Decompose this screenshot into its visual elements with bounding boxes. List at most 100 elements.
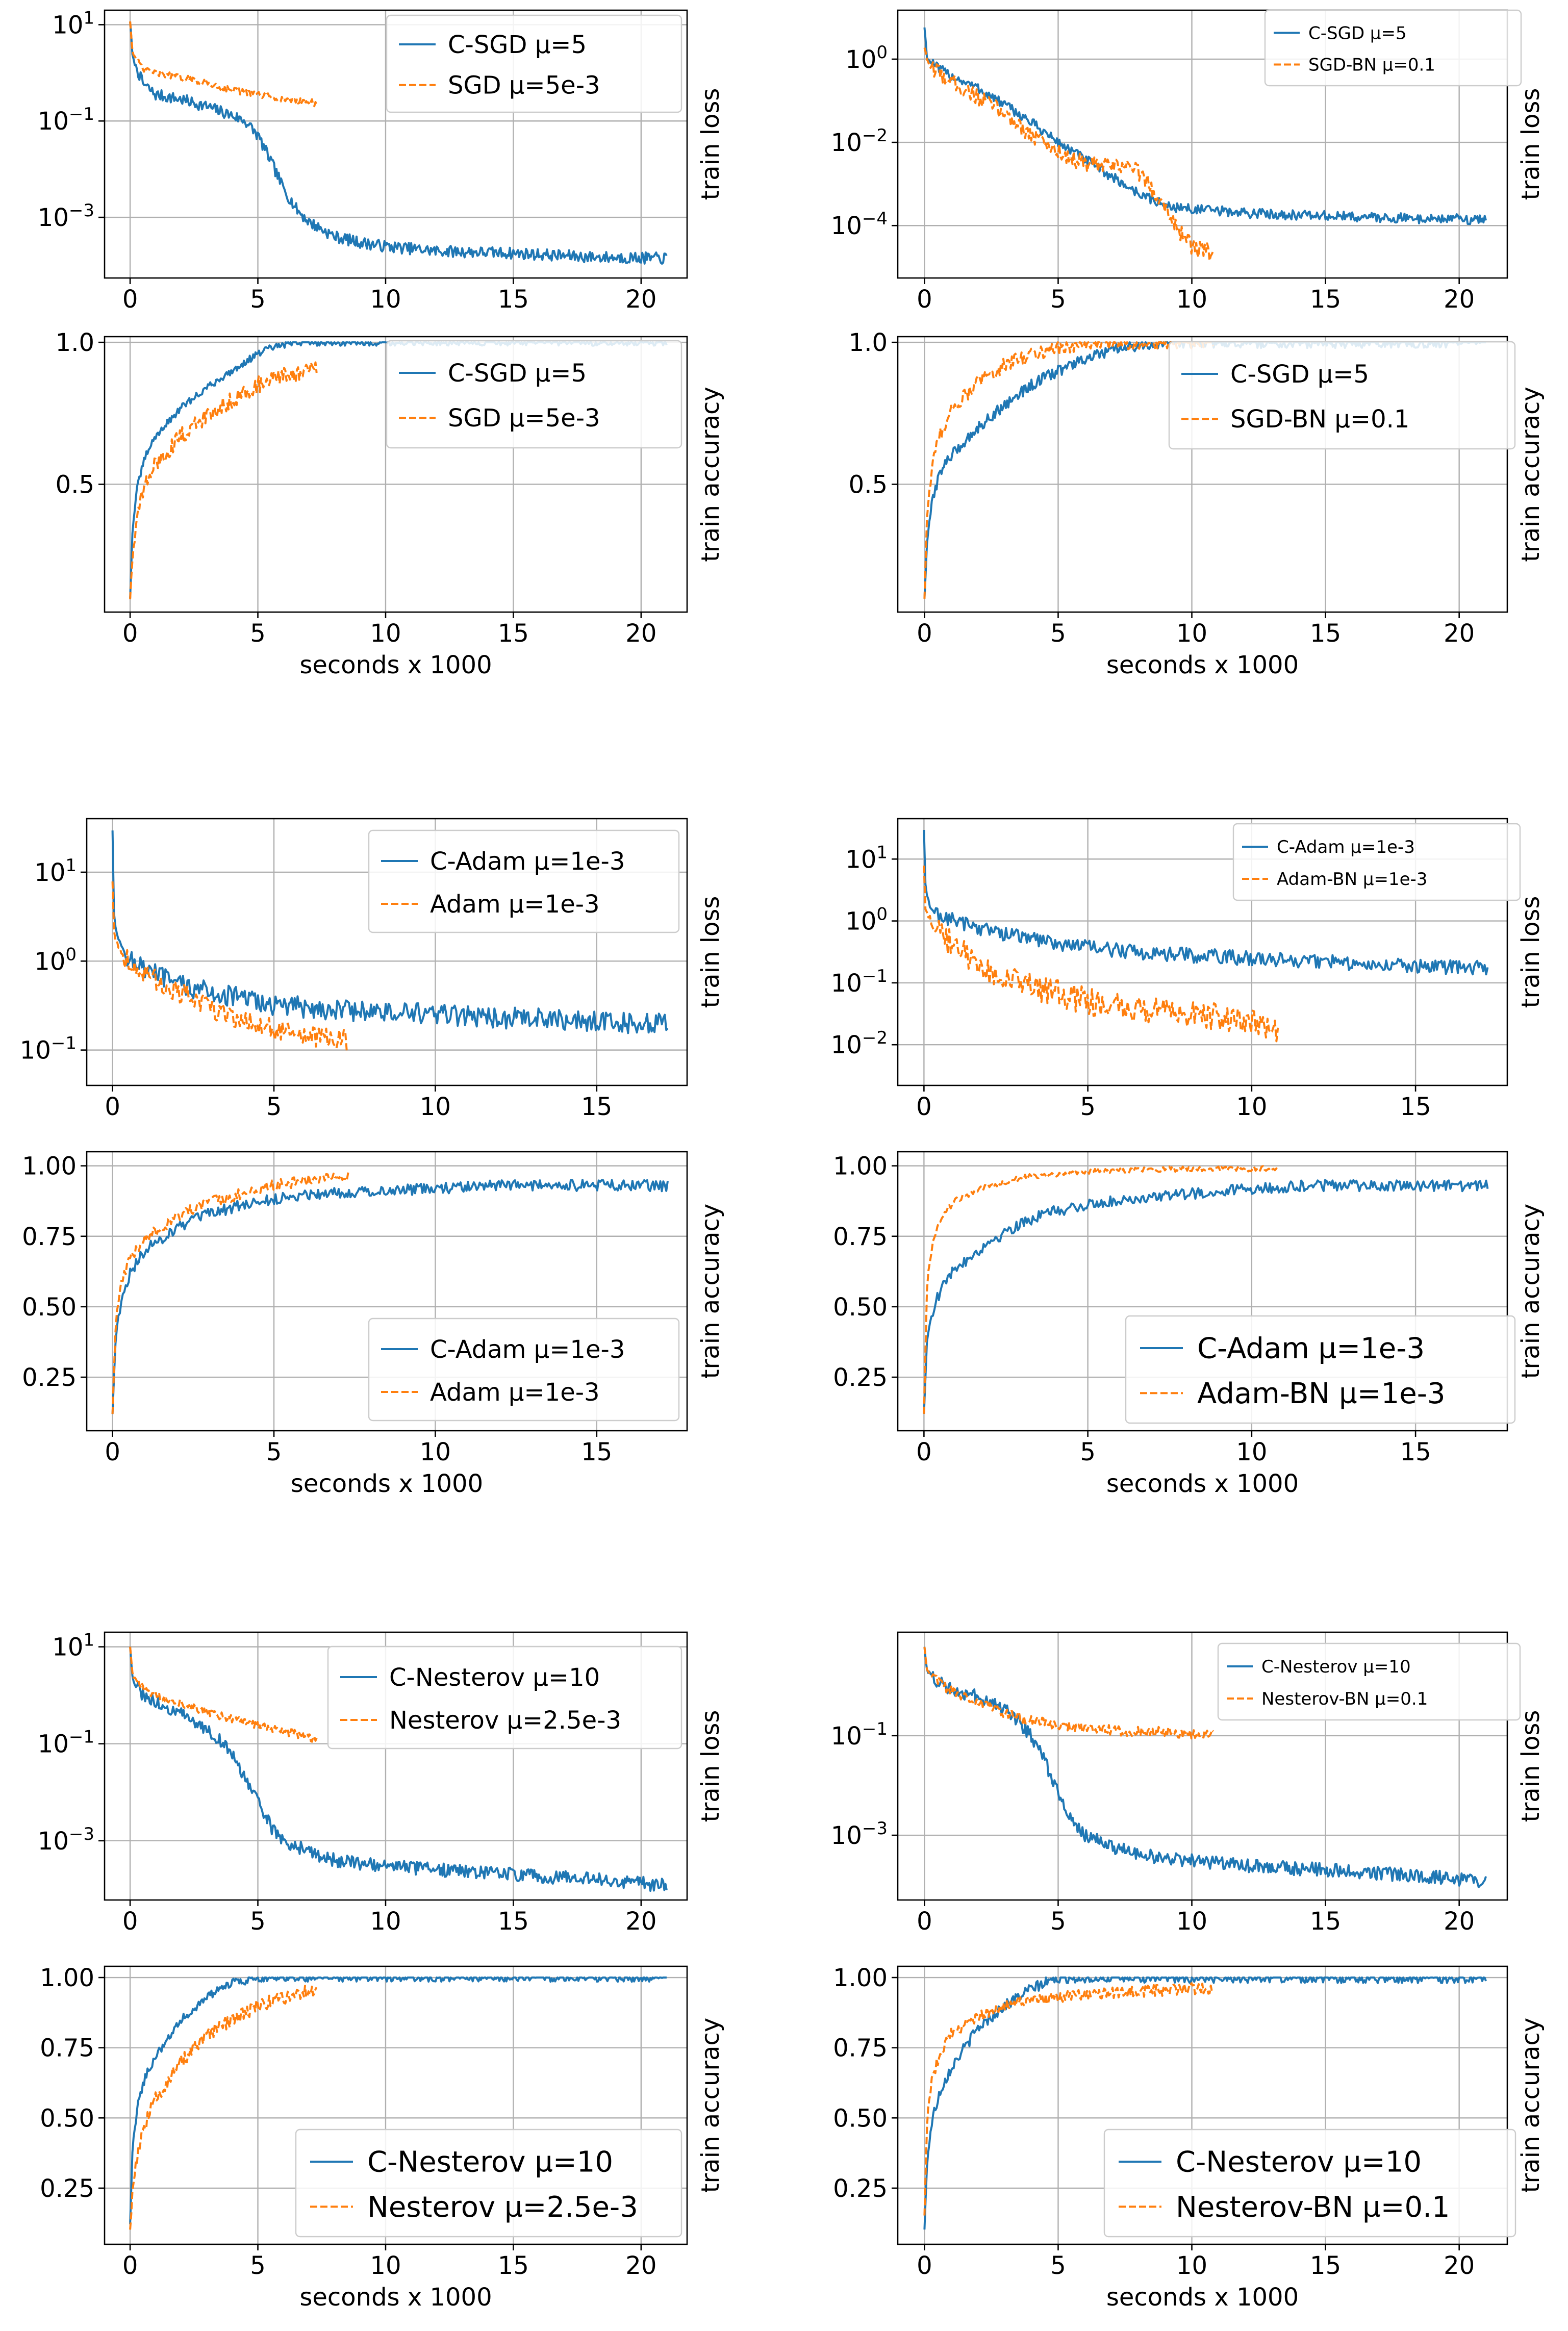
x-tick-label: 10 bbox=[1176, 2251, 1207, 2280]
x-tick-label: 0 bbox=[916, 1093, 932, 1121]
x-tick-label: 15 bbox=[498, 1907, 529, 1936]
sgd-loss-series-a-line bbox=[129, 21, 668, 265]
x-tick-label: 10 bbox=[420, 1438, 451, 1466]
adambn-loss-series-a-line bbox=[923, 829, 1489, 976]
y-tick-label: 1.00 bbox=[40, 1964, 94, 1992]
legend-frame bbox=[327, 1645, 682, 1750]
x-axis-label: seconds x 1000 bbox=[1106, 1469, 1299, 1498]
nesterov-acc-series-b-line bbox=[129, 1985, 318, 2230]
adambn-acc-chart: 0 5 10 15 0.25 0.50 0.75 1.00 train accuracy seco… bbox=[833, 1151, 1545, 1498]
x-tick-label: 20 bbox=[1444, 2251, 1475, 2280]
sgdbn-acc-legend: C-SGD µ=5 SGD-BN µ=0.1 bbox=[1168, 341, 1516, 450]
x-tick-label: 5 bbox=[1050, 285, 1066, 314]
x-axis-label: seconds x 1000 bbox=[1106, 2283, 1299, 2312]
legend-label: C-SGD µ=5 bbox=[1308, 23, 1407, 43]
sgd-acc-chart: 0 5 10 15 20 0.5 1.0 train accuracy seconds x 10… bbox=[56, 328, 725, 679]
x-tick-label: 15 bbox=[1310, 285, 1341, 314]
x-axis-label: seconds x 1000 bbox=[1106, 651, 1299, 679]
sgdbn-acc-chart: 0 5 10 15 20 0.5 1.0 train accuracy seconds x 10… bbox=[849, 328, 1545, 679]
x-tick-label: 20 bbox=[625, 2251, 656, 2280]
y-tick-label: 0.25 bbox=[833, 2174, 888, 2203]
nesterov-acc-chart: 0 5 10 15 20 0.25 0.50 0.75 1.00 train accuracy se… bbox=[40, 1964, 725, 2312]
x-tick-label: 0 bbox=[917, 1907, 932, 1936]
legend-frame bbox=[1264, 9, 1522, 87]
sgd-loss-chart: 0 5 10 15 20 101 10−1 10−3 train loss C-SGD µ=5 SG… bbox=[38, 8, 725, 314]
y-tick-label: 0.50 bbox=[833, 2104, 888, 2133]
legend-label: Nesterov-BN µ=0.1 bbox=[1176, 2191, 1450, 2224]
axes-frame bbox=[104, 1965, 688, 2245]
y-tick-label: 10−2 bbox=[831, 1028, 888, 1060]
legend-frame bbox=[386, 340, 682, 449]
y-tick-label: 10−1 bbox=[831, 1719, 888, 1751]
axes-frame bbox=[897, 9, 1508, 279]
x-tick-label: 0 bbox=[122, 619, 138, 648]
legend-label: Adam-BN µ=1e-3 bbox=[1197, 1377, 1446, 1410]
x-tick-label: 5 bbox=[250, 1907, 266, 1936]
x-tick-label: 10 bbox=[370, 1907, 401, 1936]
x-tick-label: 20 bbox=[1444, 1907, 1475, 1936]
x-tick-label: 0 bbox=[917, 2251, 932, 2280]
x-tick-label: 5 bbox=[250, 285, 266, 314]
legend-frame bbox=[386, 14, 682, 113]
x-tick-label: 5 bbox=[250, 2251, 266, 2280]
y-axis-label: train loss bbox=[1516, 88, 1545, 200]
legend-label: SGD µ=5e-3 bbox=[448, 71, 600, 100]
y-axis-label: train accuracy bbox=[1516, 1204, 1545, 1379]
x-tick-label: 10 bbox=[1176, 619, 1207, 648]
x-tick-label: 5 bbox=[1080, 1438, 1096, 1466]
y-axis-label: train accuracy bbox=[696, 1204, 725, 1379]
x-tick-label: 10 bbox=[1236, 1438, 1267, 1466]
adambn-loss-series-b-line bbox=[923, 866, 1279, 1043]
legend-frame bbox=[368, 829, 680, 933]
y-tick-label: 0.5 bbox=[56, 470, 94, 499]
x-tick-label: 15 bbox=[1310, 2251, 1341, 2280]
y-tick-label: 100 bbox=[845, 904, 888, 936]
y-tick-label: 10−2 bbox=[831, 125, 888, 157]
x-tick-label: 10 bbox=[370, 619, 401, 648]
x-tick-label: 5 bbox=[1050, 2251, 1066, 2280]
y-tick-label: 0.75 bbox=[833, 2034, 888, 2063]
sgd-loss-legend: C-SGD µ=5 SGD µ=5e-3 bbox=[386, 14, 682, 113]
x-tick-label: 10 bbox=[1176, 285, 1207, 314]
y-tick-label: 10−4 bbox=[831, 209, 888, 241]
legend-label: SGD-BN µ=0.1 bbox=[1308, 55, 1435, 75]
adam-acc-series-a-line bbox=[111, 1179, 669, 1414]
x-axis-label: seconds x 1000 bbox=[299, 2283, 492, 2312]
x-tick-label: 0 bbox=[122, 285, 138, 314]
adam-acc-series-b-line bbox=[111, 1172, 349, 1414]
y-tick-label: 1.00 bbox=[833, 1152, 888, 1181]
legend-frame bbox=[368, 1317, 680, 1422]
x-tick-label: 15 bbox=[581, 1093, 612, 1121]
x-tick-label: 15 bbox=[498, 2251, 529, 2280]
adam-acc-legend: C-Adam µ=1e-3 Adam µ=1e-3 bbox=[368, 1317, 680, 1422]
y-tick-label: 10−1 bbox=[831, 966, 888, 998]
x-tick-label: 0 bbox=[916, 1438, 932, 1466]
adam-acc-chart: 0 5 10 15 0.25 0.50 0.75 1.00 train accuracy seco… bbox=[22, 1151, 725, 1498]
axes-frame bbox=[104, 9, 688, 279]
y-tick-label: 100 bbox=[34, 945, 77, 976]
sgd-acc-series-b-line bbox=[129, 361, 318, 599]
axes-frame bbox=[897, 1151, 1508, 1432]
x-tick-label: 10 bbox=[1236, 1093, 1267, 1121]
x-tick-label: 20 bbox=[625, 285, 656, 314]
legend-label: C-Adam µ=1e-3 bbox=[430, 847, 625, 876]
nesterovbn-loss-legend: C-Nesterov µ=10 Nesterov-BN µ=0.1 bbox=[1217, 1642, 1521, 1721]
y-tick-label: 10−3 bbox=[38, 200, 94, 232]
y-axis-label: train loss bbox=[696, 896, 725, 1008]
legend-label: C-Nesterov µ=10 bbox=[367, 2146, 613, 2179]
y-tick-label: 1.00 bbox=[22, 1152, 77, 1181]
adambn-acc-legend: C-Adam µ=1e-3 Adam-BN µ=1e-3 bbox=[1125, 1315, 1516, 1424]
adam-loss-legend: C-Adam µ=1e-3 Adam µ=1e-3 bbox=[368, 829, 680, 933]
nesterov-loss-legend: C-Nesterov µ=10 Nesterov µ=2.5e-3 bbox=[327, 1645, 682, 1750]
adam-loss-chart: 0 5 10 15 101 100 10−1 train loss C-Adam µ=1e-3 A… bbox=[20, 818, 725, 1121]
y-tick-label: 10−1 bbox=[38, 105, 94, 136]
legend-label: C-Adam µ=1e-3 bbox=[430, 1335, 625, 1364]
y-tick-label: 10−3 bbox=[831, 1818, 888, 1850]
x-tick-label: 0 bbox=[105, 1438, 120, 1466]
x-tick-label: 15 bbox=[581, 1438, 612, 1466]
legend-label: C-Adam µ=1e-3 bbox=[1197, 1332, 1425, 1365]
x-tick-label: 15 bbox=[1400, 1438, 1431, 1466]
